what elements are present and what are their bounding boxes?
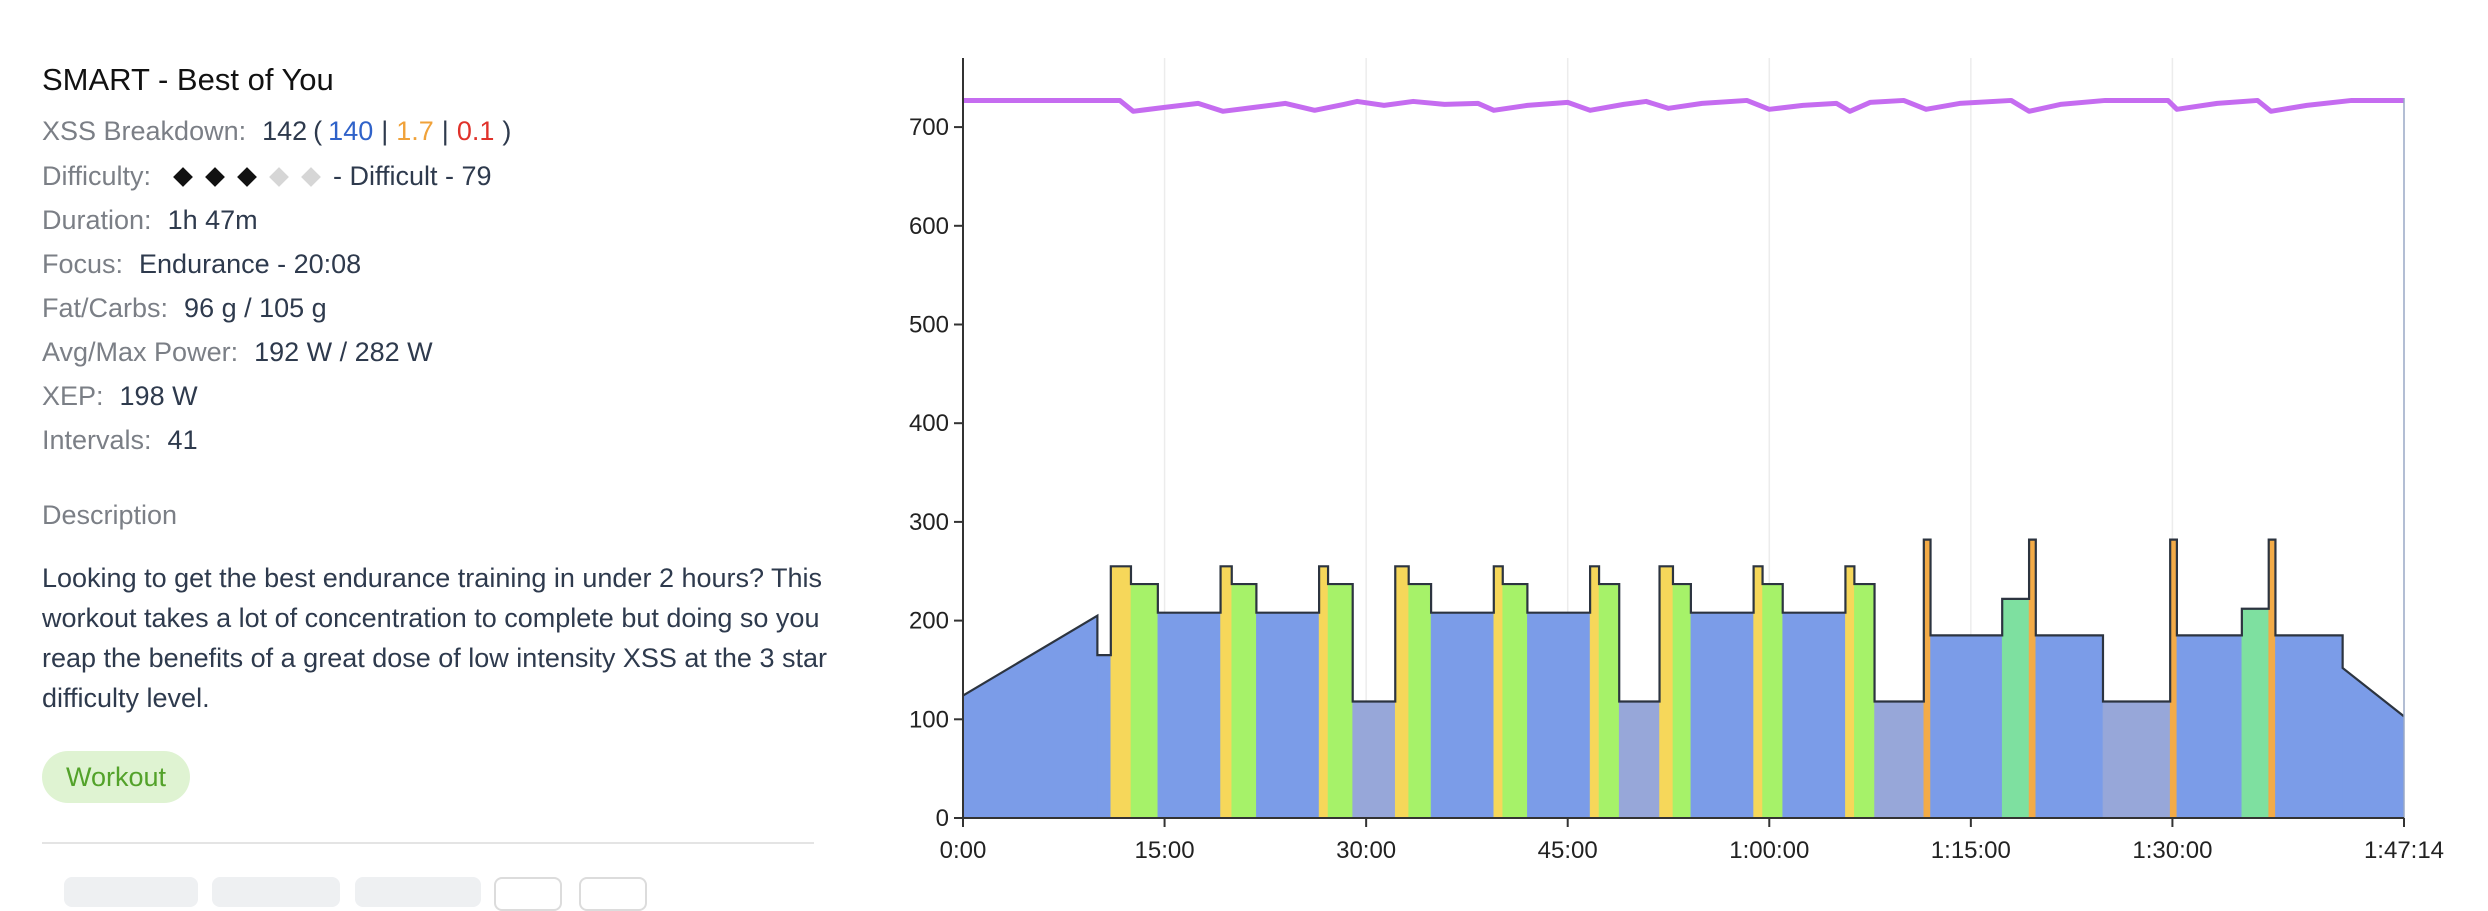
xss-separator: | xyxy=(441,116,449,146)
power-block-endurance xyxy=(2275,635,2343,819)
x-tick-label: 30:00 xyxy=(1336,837,1396,864)
xss-separator: | xyxy=(381,116,389,146)
intervals-label: Intervals: xyxy=(42,425,152,455)
power-block-threshold xyxy=(1493,566,1504,819)
y-tick-label: 400 xyxy=(909,410,949,437)
power-profile-outline xyxy=(962,538,2405,718)
xss-breakdown-row: XSS Breakdown: 142 ( 140 | 1.7 | 0.1 ) xyxy=(42,116,511,147)
power-block-endurance xyxy=(2035,635,2104,819)
power-label: Avg/Max Power: xyxy=(42,337,239,367)
power-block-endurance xyxy=(1782,612,1846,819)
description-text: Looking to get the best endurance traini… xyxy=(42,563,827,713)
power-block-recovery xyxy=(1352,701,1396,819)
focus-row: Focus: Endurance - 20:08 xyxy=(42,249,361,280)
power-block-threshold xyxy=(1659,566,1674,819)
xep-label: XEP: xyxy=(42,381,104,411)
x-tick-label: 45:00 xyxy=(1538,837,1598,864)
duration-value: 1h 47m xyxy=(167,205,258,235)
x-tick-label: 0:00 xyxy=(940,837,987,864)
xep-row: XEP: 198 W xyxy=(42,381,198,412)
xss-peak-intensity: 0.1 xyxy=(456,116,495,146)
power-row: Avg/Max Power: 192 W / 282 W xyxy=(42,337,433,368)
y-tick-label: 300 xyxy=(909,509,949,536)
power-block-tempo xyxy=(1854,583,1875,819)
duration-row: Duration: 1h 47m xyxy=(42,205,258,236)
power-profile xyxy=(962,539,2405,819)
fat-carbs-value: 96 g / 105 g xyxy=(184,293,327,323)
difficulty-value: - Difficult - 79 xyxy=(333,161,492,191)
power-block-threshold xyxy=(1589,566,1600,819)
x-tick-label: 1:47:14 xyxy=(2364,837,2444,864)
x-tick-label: 1:15:00 xyxy=(1931,837,2011,864)
power-block-threshold xyxy=(1220,566,1233,819)
power-value: 192 W / 282 W xyxy=(254,337,433,367)
power-block-tempo xyxy=(1672,583,1692,819)
y-tick-label: 200 xyxy=(909,608,949,635)
power-block-recovery xyxy=(1618,701,1660,819)
power-block-sweetspot xyxy=(2241,608,2270,819)
fat-carbs-row: Fat/Carbs: 96 g / 105 g xyxy=(42,293,327,324)
x-tick-label: 1:30:00 xyxy=(2132,837,2212,864)
difficulty-row: Difficulty: - Difficult - 79 xyxy=(42,161,492,192)
difficulty-label: Difficulty: xyxy=(42,161,152,191)
power-block-recovery xyxy=(2102,701,2171,819)
power-block-ramp xyxy=(2342,667,2405,819)
fat-carbs-label: Fat/Carbs: xyxy=(42,293,169,323)
focus-value: Endurance - 20:08 xyxy=(139,249,362,279)
focus-label: Focus: xyxy=(42,249,124,279)
xss-close-paren: ) xyxy=(502,116,512,146)
x-tick-label: 1:00:00 xyxy=(1729,837,1809,864)
y-tick-label: 100 xyxy=(909,706,949,733)
power-block-endurance xyxy=(1930,635,2003,819)
xss-open-paren: ( xyxy=(313,116,323,146)
chart-axes: 0 100 200 300 400 500 600 700 0:00 15:00 30:00 45:0… xyxy=(909,58,2444,864)
power-block-threshold xyxy=(1753,566,1763,819)
y-tick-label: 700 xyxy=(909,114,949,141)
power-block-tempo xyxy=(1231,583,1257,819)
workout-title: SMART - Best of You xyxy=(42,62,334,97)
power-block-sweetspot xyxy=(2001,598,2030,819)
power-block-recovery xyxy=(1874,701,1925,819)
power-block-endurance xyxy=(1097,654,1112,819)
intervals-value: 41 xyxy=(167,425,198,455)
power-block-tempo xyxy=(1327,583,1353,819)
power-block-threshold xyxy=(1394,566,1409,819)
power-block-tempo xyxy=(1762,583,1784,819)
power-block-endurance xyxy=(2176,635,2243,819)
duration-label: Duration: xyxy=(42,205,152,235)
power-block-endurance xyxy=(1527,612,1591,819)
power-block-tempo xyxy=(1130,583,1159,819)
upper-power-line xyxy=(963,97,2404,114)
xep-value: 198 W xyxy=(119,381,198,411)
power-block-threshold xyxy=(1845,566,1855,819)
divider xyxy=(42,842,814,844)
xss-high-intensity: 1.7 xyxy=(396,116,434,146)
description-heading: Description xyxy=(42,500,178,530)
y-tick-label: 600 xyxy=(909,213,949,240)
power-block-tempo xyxy=(1408,583,1432,819)
workout-tag[interactable]: Workout xyxy=(42,751,191,803)
power-block-threshold xyxy=(1318,566,1329,819)
power-block-threshold xyxy=(1110,566,1132,819)
power-block-tempo xyxy=(1598,583,1620,819)
xss-low-intensity: 140 xyxy=(328,116,374,146)
power-block-ramp xyxy=(962,615,1098,819)
power-block-tempo xyxy=(1502,583,1528,819)
power-block-endurance xyxy=(1430,612,1495,819)
power-block-endurance xyxy=(1256,612,1320,819)
x-tick-label: 15:00 xyxy=(1135,837,1195,864)
xss-label: XSS Breakdown: xyxy=(42,116,247,146)
power-block-endurance xyxy=(1157,612,1221,819)
power-block-endurance xyxy=(1690,612,1754,819)
y-tick-label: 0 xyxy=(936,805,949,832)
xss-total: 142 xyxy=(262,116,308,146)
y-tick-label: 500 xyxy=(909,311,949,338)
intervals-row: Intervals: 41 xyxy=(42,425,198,456)
